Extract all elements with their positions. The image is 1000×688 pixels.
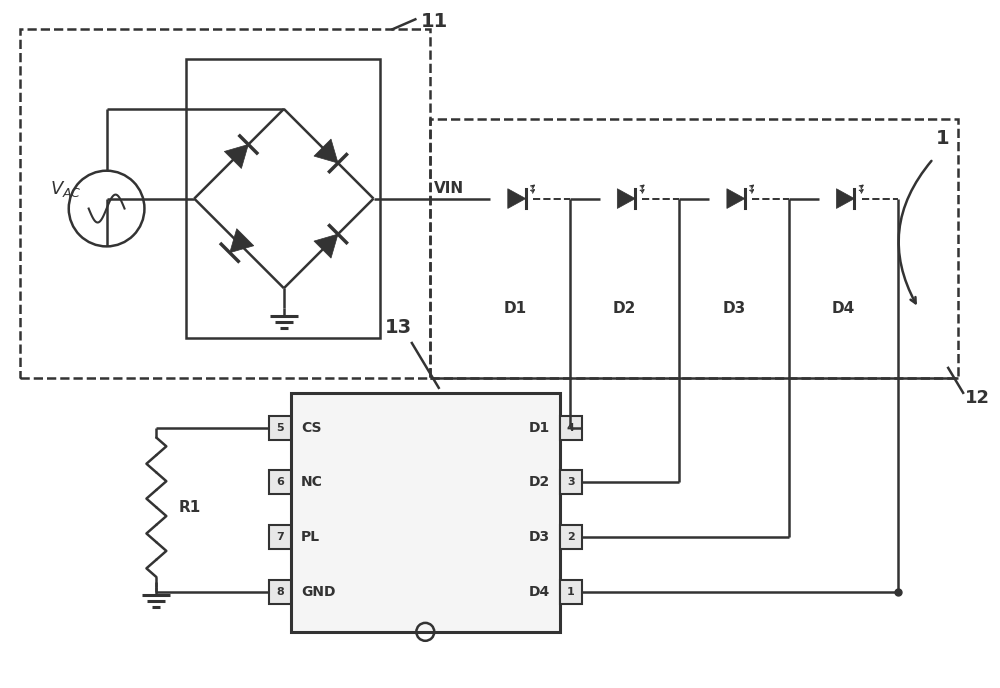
Polygon shape — [224, 144, 248, 169]
Polygon shape — [314, 139, 338, 163]
Bar — [269, 416, 291, 440]
Text: D2: D2 — [613, 301, 636, 316]
Text: D3: D3 — [722, 301, 746, 316]
Bar — [269, 580, 291, 604]
Polygon shape — [314, 234, 338, 258]
Text: PL: PL — [301, 530, 320, 544]
Bar — [20, 30, 430, 378]
Text: 1: 1 — [567, 587, 575, 597]
Bar — [269, 525, 291, 549]
Text: GND: GND — [301, 585, 335, 599]
Text: 3: 3 — [567, 477, 575, 487]
Text: VIN: VIN — [434, 181, 464, 196]
Text: D3: D3 — [529, 530, 550, 544]
Text: D1: D1 — [503, 301, 527, 316]
Text: $V_{AC}$: $V_{AC}$ — [50, 179, 82, 199]
Text: D4: D4 — [529, 585, 550, 599]
Polygon shape — [836, 189, 854, 208]
Text: CS: CS — [301, 420, 321, 435]
Text: 4: 4 — [567, 422, 575, 433]
Polygon shape — [727, 189, 745, 208]
Bar — [560, 525, 582, 549]
Text: 11: 11 — [420, 12, 448, 31]
Polygon shape — [617, 189, 635, 208]
Text: 8: 8 — [276, 587, 284, 597]
Text: NC: NC — [301, 475, 323, 489]
Bar — [560, 580, 582, 604]
Text: D4: D4 — [832, 301, 855, 316]
Text: D2: D2 — [529, 475, 550, 489]
Bar — [291, 393, 560, 632]
Bar — [560, 416, 582, 440]
Polygon shape — [230, 228, 254, 252]
Text: 12: 12 — [965, 389, 990, 407]
Text: 5: 5 — [276, 422, 284, 433]
Bar — [430, 119, 958, 378]
Bar — [186, 59, 380, 338]
Text: 7: 7 — [276, 533, 284, 542]
Bar — [560, 471, 582, 495]
Text: R1: R1 — [178, 500, 201, 515]
Polygon shape — [508, 189, 526, 208]
Text: 6: 6 — [276, 477, 284, 487]
Text: 2: 2 — [567, 533, 575, 542]
Text: D1: D1 — [529, 420, 550, 435]
Bar — [269, 471, 291, 495]
Text: 13: 13 — [385, 318, 412, 337]
Text: 1: 1 — [936, 129, 950, 148]
